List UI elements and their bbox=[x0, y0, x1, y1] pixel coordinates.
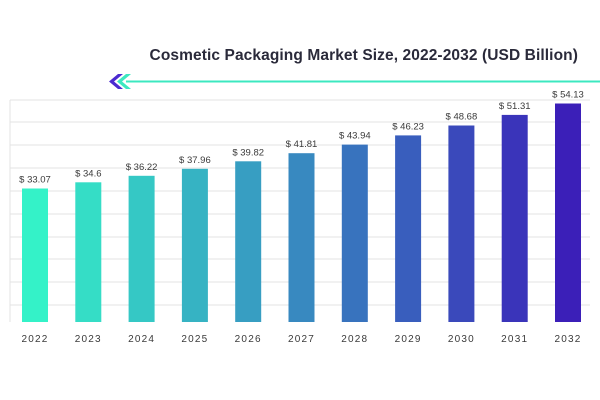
value-label-2023: $ 34.6 bbox=[75, 168, 101, 179]
bar-2030 bbox=[448, 125, 475, 322]
tick-label-2027: 2027 bbox=[288, 334, 315, 345]
chart-title: Cosmetic Packaging Market Size, 2022-203… bbox=[149, 47, 578, 64]
tick-label-2023: 2023 bbox=[75, 334, 102, 345]
value-label-2022: $ 33.07 bbox=[19, 175, 51, 186]
bar-2027 bbox=[288, 153, 315, 322]
tick-label-2032: 2032 bbox=[554, 334, 581, 345]
tick-label-2024: 2024 bbox=[128, 334, 155, 345]
tick-label-2031: 2031 bbox=[501, 334, 528, 345]
value-label-2029: $ 46.23 bbox=[392, 121, 424, 132]
bar-2023 bbox=[75, 182, 102, 322]
bar-2031 bbox=[501, 114, 528, 323]
tick-label-2029: 2029 bbox=[395, 334, 422, 345]
value-label-2026: $ 39.82 bbox=[232, 147, 264, 158]
logo-chevron-back bbox=[109, 74, 123, 89]
value-labels: $ 33.07 $ 34.6 $ 36.22 $ 37.96 $ 39.82 $ 41.8… bbox=[19, 90, 584, 186]
value-label-2030: $ 48.68 bbox=[446, 112, 478, 123]
value-label-2032: $ 54.13 bbox=[552, 90, 584, 101]
x-axis-tick-labels: 2022 2023 2024 2025 2026 2027 2028 2029 2030 2031… bbox=[21, 334, 581, 345]
value-label-2025: $ 37.96 bbox=[179, 155, 211, 166]
tick-label-2025: 2025 bbox=[181, 334, 208, 345]
value-label-2031: $ 51.31 bbox=[499, 101, 531, 112]
bar-2028 bbox=[341, 144, 368, 322]
tick-label-2026: 2026 bbox=[235, 334, 262, 345]
bar-2025 bbox=[181, 168, 208, 322]
tick-label-2030: 2030 bbox=[448, 334, 475, 345]
bar-2024 bbox=[128, 175, 155, 322]
tick-label-2022: 2022 bbox=[21, 334, 48, 345]
value-label-2024: $ 36.22 bbox=[126, 162, 158, 173]
bar-2026 bbox=[235, 161, 262, 322]
tick-label-2028: 2028 bbox=[341, 334, 368, 345]
value-label-2027: $ 41.81 bbox=[286, 139, 318, 150]
brand-logo bbox=[109, 74, 131, 89]
bar-2032 bbox=[555, 103, 581, 322]
bar-2029 bbox=[395, 135, 422, 322]
logo-chevron-front bbox=[117, 74, 131, 89]
bar-2022 bbox=[22, 188, 48, 322]
bars bbox=[22, 103, 581, 323]
value-label-2028: $ 43.94 bbox=[339, 131, 371, 142]
